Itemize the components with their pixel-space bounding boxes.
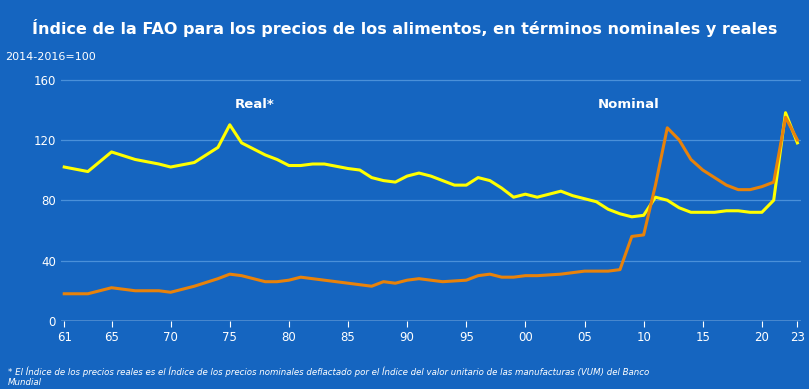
Text: * El Índice de los precios reales es el Índice de los precios nominales deflacta: * El Índice de los precios reales es el … [8,366,650,387]
Text: Nominal: Nominal [597,98,659,111]
Text: Real*: Real* [235,98,274,111]
Text: 2014-2016=100: 2014-2016=100 [5,52,96,62]
Text: Índice de la FAO para los precios de los alimentos, en términos nominales y real: Índice de la FAO para los precios de los… [32,19,777,37]
